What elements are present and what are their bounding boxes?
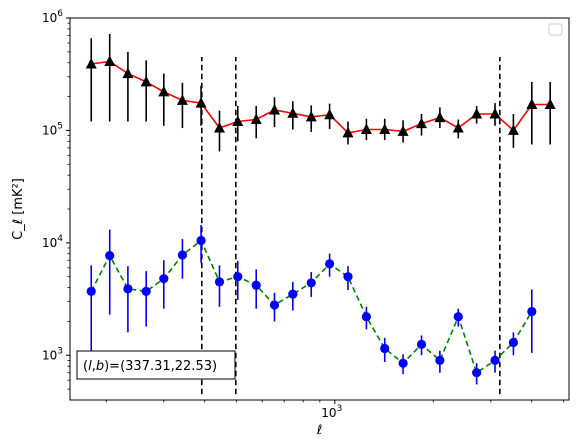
data-point (453, 312, 463, 322)
data-point (105, 251, 115, 261)
data-point (159, 274, 169, 284)
data-point (122, 67, 134, 79)
data-point (472, 368, 482, 378)
data-point (508, 337, 519, 348)
data-point (214, 277, 225, 287)
data-point (397, 125, 409, 136)
data-point (213, 122, 225, 133)
data-point (287, 107, 299, 118)
y-tick-label: 106 (42, 9, 63, 25)
data-point (140, 75, 152, 87)
legend-box (548, 23, 563, 36)
axes-frame (69, 17, 570, 401)
data-point (269, 300, 280, 310)
data-point (527, 306, 537, 317)
data-point (176, 94, 188, 105)
y-tick-label: 105 (42, 121, 63, 137)
data-point (158, 85, 170, 97)
y-tick-label: 103 (42, 346, 63, 362)
data-point (104, 55, 116, 67)
x-tick-label: 103 (321, 404, 342, 420)
data-point (324, 108, 336, 120)
data-point (452, 122, 464, 133)
data-point (342, 126, 354, 138)
series-2 (86, 225, 537, 385)
data-point (232, 115, 244, 127)
series-layer (85, 34, 556, 385)
data-point (250, 113, 262, 125)
data-point (398, 358, 408, 368)
data-point (507, 124, 519, 135)
annotation-box (76, 350, 236, 380)
data-point (380, 343, 390, 354)
series-1 (85, 34, 556, 152)
data-point (379, 123, 391, 134)
data-point (434, 111, 446, 123)
data-point (177, 250, 188, 260)
data-point (233, 272, 243, 282)
data-point (288, 289, 298, 299)
x-axis-label: ℓ (316, 423, 322, 438)
series-line (91, 60, 551, 134)
reference-lines (200, 56, 501, 395)
data-point (123, 284, 133, 294)
y-axis-label: C_ℓ [mK²] (11, 178, 26, 240)
data-point (490, 355, 500, 366)
data-point (435, 355, 445, 366)
data-point (306, 278, 316, 288)
data-point (251, 280, 261, 290)
data-point (489, 107, 501, 119)
location-annotation: (l,b)=(337.31,22.53) (76, 350, 236, 380)
data-point (196, 235, 206, 246)
data-point (195, 97, 207, 108)
data-point (325, 259, 335, 269)
data-point (471, 107, 483, 119)
data-point (343, 272, 353, 282)
data-point (544, 98, 556, 110)
data-point (416, 117, 428, 129)
data-point (360, 123, 372, 134)
tick-layer: 103 104 105 106 103 (42, 9, 564, 420)
data-point (85, 57, 97, 69)
legend (548, 23, 563, 36)
data-point (86, 286, 96, 296)
data-point (141, 286, 151, 296)
data-point (305, 110, 317, 122)
data-point (361, 312, 372, 322)
annotation-text: (l,b)=(337.31,22.53) (83, 359, 217, 374)
data-point (416, 339, 427, 349)
y-tick-label: 104 (42, 234, 63, 250)
data-point (526, 98, 538, 110)
data-point (268, 103, 280, 115)
